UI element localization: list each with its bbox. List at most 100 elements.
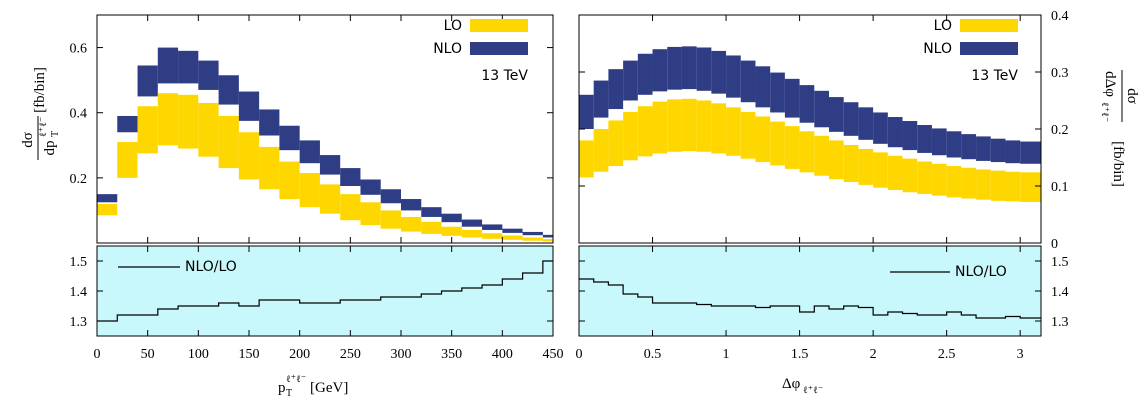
nlo-band-bin [157, 47, 179, 84]
left-y-label-numerator: dσ [20, 132, 36, 148]
legend-swatch-nlo [960, 42, 1018, 55]
lo-band-bin [421, 221, 442, 234]
ratio-line [97, 260, 553, 322]
x-tick-label: 0 [576, 347, 583, 362]
y-tick-label: 0.4 [70, 107, 88, 122]
lo-band-bin [681, 98, 697, 152]
nlo-band-bin [799, 85, 815, 123]
lo-band-bin [829, 140, 844, 180]
lo-band-bin [360, 202, 381, 226]
nlo-band-bin [681, 46, 697, 90]
lo-band-bin [593, 129, 609, 172]
nlo-band-bin [97, 194, 118, 203]
right-x-label-sub: ℓ⁺ℓ⁻ [803, 385, 823, 396]
x-tick-label: 0 [94, 347, 101, 362]
energy-label: 13 TeV [481, 68, 528, 84]
chart-dphi: 0 0.5 1 1.5 2 2.5 3 0 0.1 0.2 0.3 0.4 1.3 1.4 1.5 LO NLO… [576, 9, 1069, 362]
nlo-band-bin [961, 134, 977, 160]
nlo-band-bin [637, 53, 653, 95]
lo-band-bin [542, 239, 553, 242]
nlo-band-bin [360, 179, 381, 195]
x-tick-label: 2.5 [938, 347, 956, 362]
nlo-band-bin [902, 121, 918, 151]
nlo-band-bin [380, 189, 401, 204]
legend-label-lo: LO [934, 18, 952, 34]
lo-band-bin [579, 140, 594, 178]
lo-band-bin [482, 233, 503, 239]
y-tick-label: 0.1 [1051, 180, 1069, 195]
x-tick-label: 250 [340, 347, 361, 362]
nlo-band-bin [814, 90, 829, 128]
lo-band-bin [696, 100, 712, 152]
lo-band-bin [667, 99, 682, 152]
nlo-band-bin [887, 117, 903, 148]
lo-band-bin [887, 155, 903, 190]
lo-band-bin [259, 146, 280, 190]
x-tick-label: 200 [289, 347, 310, 362]
lo-band-bin [637, 106, 653, 157]
left-y-label-denominator: dp [42, 141, 58, 156]
lo-band-bin [740, 111, 756, 159]
nlo-band-bin [667, 46, 682, 90]
lo-band-bin [198, 102, 219, 157]
nlo-band-bin [279, 125, 300, 151]
lo-band-bin [238, 132, 260, 180]
y-tick-label: 0.3 [1051, 66, 1069, 81]
lo-band-bin [1020, 172, 1041, 202]
lo-band-bin [946, 166, 962, 198]
nlo-band-bin [726, 55, 741, 98]
right-y-label-denominator: dΔφ [1102, 71, 1118, 97]
ratio-line [579, 278, 1041, 319]
nlo-band-bin [843, 102, 859, 136]
nlo-band-bin [198, 60, 219, 90]
x-tick-label: 100 [188, 347, 209, 362]
right-y-axis-label: dσ dΔφ ℓ⁺ℓ⁻ [fb/bin] [1099, 70, 1140, 187]
legend: LO NLO 13 TeV [923, 18, 1018, 84]
left-y-axis-label: dσ dp T ℓ⁺ℓ⁻ [fb/bin] [20, 67, 61, 160]
y-tick-label: 0 [1051, 237, 1058, 252]
right-y-label-numerator: dσ [1124, 88, 1140, 104]
lo-band-bin [157, 93, 179, 146]
nlo-band-bin [340, 168, 361, 186]
nlo-band-bin [299, 140, 320, 164]
nlo-band-bin [1020, 141, 1041, 164]
lo-band-bin [770, 121, 785, 166]
lo-band-bin [522, 237, 543, 241]
lo-band-bin [380, 210, 401, 229]
left-x-label-var: p [278, 380, 286, 396]
right-y-label-unit: [fb/bin] [1110, 141, 1126, 187]
legend-swatch-nlo [470, 42, 528, 55]
lo-band-bin [784, 126, 800, 169]
x-tick-label: 1 [723, 347, 730, 362]
lo-band-bin [178, 94, 199, 149]
y-tick-label: 0.6 [70, 42, 88, 57]
nlo-band-bin [652, 49, 668, 92]
left-x-axis-label: p T ℓ⁺ℓ⁻ [GeV] [278, 374, 348, 399]
lo-band-bin [814, 135, 829, 176]
ratio-y-tick-label: 1.3 [70, 315, 88, 330]
nlo-band-bin [623, 60, 638, 101]
ratio-y-tick-label: 1.5 [70, 255, 88, 270]
right-y-label-den-sub: ℓ⁺ℓ⁻ [1099, 102, 1110, 122]
ratio-legend-label: NLO/LO [955, 264, 1007, 280]
nlo-band-bin [441, 213, 462, 223]
left-y-label-unit: [fb/bin] [32, 67, 48, 113]
nlo-band-bin [858, 107, 874, 140]
nlo-band-bin [522, 231, 543, 236]
main-panel-frame [96, 14, 554, 244]
nlo-band-bin [218, 75, 239, 105]
legend: LO NLO 13 TeV [433, 18, 528, 84]
lo-band-bin [218, 115, 239, 169]
ratio-y-tick-label: 1.4 [1051, 285, 1069, 300]
lo-band-bin [441, 226, 462, 236]
lo-band-bin [902, 158, 918, 193]
nlo-band-bin [542, 234, 553, 238]
lo-band-bin [711, 103, 727, 154]
nlo-band-bin [259, 109, 280, 136]
nlo-band-bin [784, 78, 800, 118]
y-tick-label: 0.2 [70, 172, 88, 187]
nlo-band-bin [755, 66, 771, 108]
right-x-label-var: Δφ [782, 376, 801, 392]
ratio-y-tick-label: 1.3 [1051, 315, 1069, 330]
